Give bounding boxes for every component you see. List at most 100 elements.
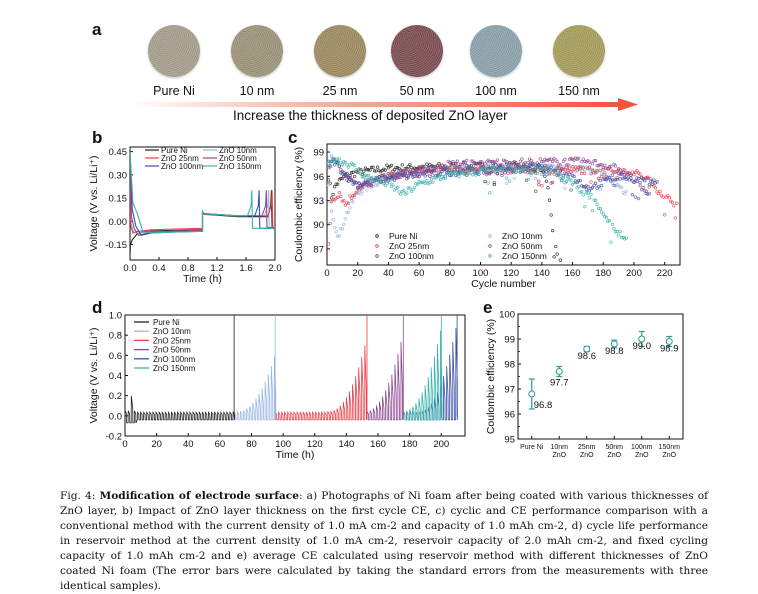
data-point (435, 165, 440, 170)
data-point (563, 167, 567, 172)
data-point (383, 174, 387, 179)
data-point (629, 173, 633, 177)
data-point (483, 170, 487, 174)
x-tick-label: 120 (503, 268, 519, 279)
data-point (475, 161, 480, 166)
data-point (492, 180, 496, 185)
data-point (665, 338, 673, 345)
data-point (613, 164, 618, 168)
data-point (572, 167, 576, 171)
data-point (537, 183, 541, 187)
data-point (512, 160, 516, 164)
data-point (566, 163, 570, 167)
data-point (417, 169, 421, 174)
data-point (575, 168, 579, 172)
legend-marker (375, 244, 379, 248)
data-point (411, 175, 415, 179)
data-point (580, 169, 584, 173)
data-point (331, 158, 335, 162)
data-point (379, 180, 383, 185)
data-point (578, 164, 582, 169)
data-point (363, 173, 368, 177)
sample-photo-disc (470, 25, 522, 77)
x-tick-label: 60 (414, 268, 425, 279)
data-point (385, 182, 389, 186)
y-tick-label: 0.6 (109, 351, 122, 362)
data-point (529, 173, 533, 178)
data-point (375, 165, 380, 169)
data-point (425, 169, 429, 174)
data-point (540, 160, 544, 164)
data-point (465, 173, 469, 178)
data-point (558, 172, 562, 176)
data-point (639, 188, 644, 192)
data-point (455, 159, 460, 163)
data-point (506, 168, 510, 172)
data-point (411, 187, 415, 192)
legend-marker (375, 254, 379, 258)
data-point (343, 160, 348, 165)
data-point (590, 186, 595, 190)
data-point (569, 178, 573, 182)
data-point (391, 183, 395, 187)
data-point (458, 162, 463, 166)
y-axis-label: Coulombic efficiency (%) (485, 319, 497, 434)
data-point (422, 164, 426, 169)
data-point (515, 166, 519, 170)
data-point (583, 185, 587, 189)
arrow-head (618, 98, 638, 111)
x-tick-label: 160 (370, 439, 386, 450)
sample-label: Pure Ni (153, 84, 195, 98)
data-point (590, 169, 595, 173)
data-point (363, 178, 368, 182)
data-point (586, 191, 590, 195)
data-point (661, 195, 665, 199)
data-point (422, 172, 426, 176)
data-point (351, 182, 355, 187)
data-point (638, 335, 646, 343)
data-point (351, 200, 355, 204)
data-point (417, 175, 421, 179)
data-point (366, 168, 371, 172)
data-point (504, 159, 509, 164)
data-point (432, 169, 437, 173)
data-point (592, 171, 596, 175)
data-point (638, 180, 642, 185)
data-point (333, 185, 337, 189)
data-point (601, 177, 605, 181)
data-point (520, 157, 524, 161)
data-point (572, 174, 576, 179)
legend-label: ZnO 150nm (219, 162, 262, 171)
data-point (380, 177, 384, 181)
data-point (534, 165, 538, 169)
data-point (653, 186, 658, 190)
data-point (524, 166, 529, 170)
chart-d-cycle-life: 0 20 40 60 80 100 120 140 160 180 200 -0.2 0.0 0.2 0.4… (88, 311, 466, 461)
data-point (333, 225, 337, 230)
data-point (650, 182, 655, 187)
data-point (448, 160, 452, 165)
data-point (435, 174, 440, 179)
data-point (612, 170, 616, 174)
data-point (429, 177, 434, 181)
data-point (488, 170, 492, 175)
data-point (380, 174, 384, 178)
data-point (469, 163, 473, 168)
data-point (572, 180, 576, 185)
data-point (538, 157, 542, 161)
data-point (593, 158, 598, 163)
data-point (334, 182, 338, 186)
data-point (423, 181, 427, 186)
data-point (326, 242, 331, 246)
data-point (351, 170, 355, 174)
data-point (477, 170, 481, 174)
data-point (561, 159, 566, 163)
x-tick-label: ZnO (662, 452, 676, 459)
data-point (626, 171, 630, 175)
y-tick-label: 90 (313, 220, 324, 231)
data-point (535, 161, 539, 165)
x-tick-label: ZnO (552, 452, 566, 459)
data-point (518, 166, 523, 170)
data-point (523, 162, 527, 166)
data-point (573, 165, 578, 169)
